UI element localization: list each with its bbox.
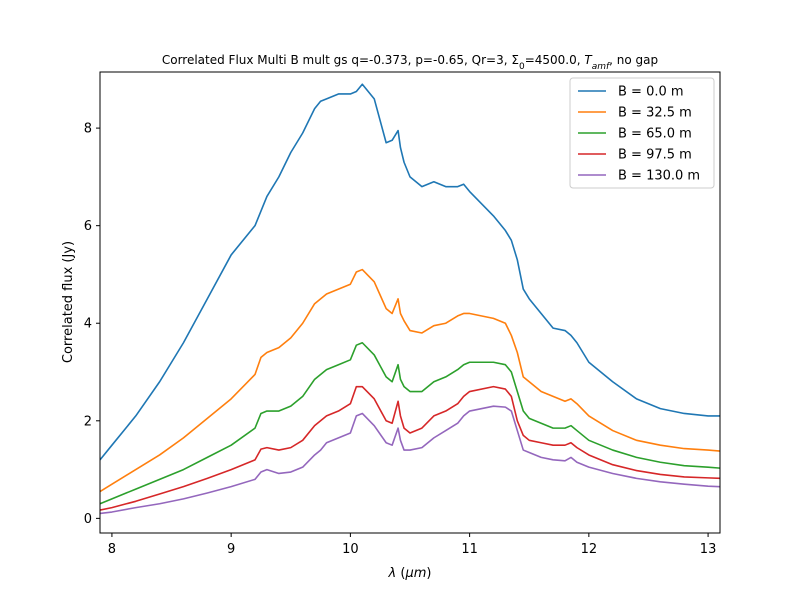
x-tick-label: 8: [108, 542, 116, 557]
y-tick-label: 0: [84, 512, 92, 527]
y-axis: 0 2 4 6 8: [84, 122, 100, 527]
legend: B = 0.0 m B = 32.5 m B = 65.0 m B = 97.5 m B…: [569, 77, 715, 189]
y-tick-label: 2: [84, 414, 92, 429]
x-tick-label: 13: [700, 542, 717, 557]
y-tick-label: 8: [84, 122, 92, 137]
series-line-2: [100, 341, 720, 505]
legend-box: [569, 77, 715, 189]
series-line-4: [100, 405, 720, 515]
series-line-0: [100, 83, 720, 461]
chart-title: Correlated Flux Multi B mult gs q=-0.373…: [162, 53, 658, 72]
plot-frame: [99, 71, 721, 534]
legend-label: B = 97.5 m: [618, 148, 692, 163]
x-axis-label: λ (μm): [388, 566, 432, 581]
x-tick-label: 12: [581, 542, 598, 557]
legend-label: B = 65.0 m: [618, 127, 692, 142]
legend-label: B = 130.0 m: [618, 169, 700, 184]
legend-label: B = 32.5 m: [618, 106, 692, 121]
y-tick-label: 6: [84, 219, 92, 234]
plot-lines: [100, 83, 720, 515]
y-tick-label: 4: [84, 317, 92, 332]
x-tick-label: 9: [227, 542, 235, 557]
legend-label: B = 0.0 m: [618, 85, 684, 100]
x-axis: 8 9 10 11 12 13: [108, 533, 717, 557]
y-axis-label: Correlated flux (Jy): [61, 241, 76, 363]
x-tick-label: 10: [342, 542, 359, 557]
series-line-1: [100, 268, 720, 493]
x-tick-label: 11: [461, 542, 478, 557]
series-line-3: [100, 385, 720, 511]
